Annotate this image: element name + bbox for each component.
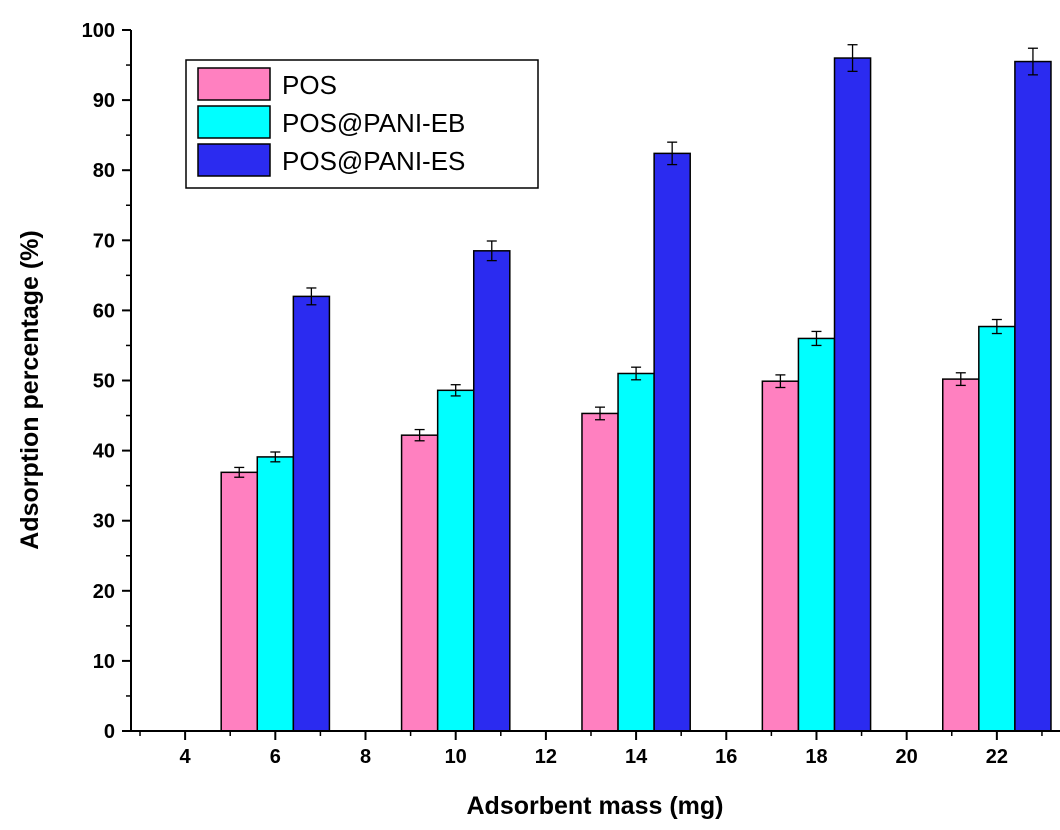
bar — [653, 152, 691, 732]
bar — [978, 325, 1016, 732]
bar — [617, 372, 655, 732]
x-tick-label: 14 — [625, 746, 648, 768]
bar — [256, 456, 295, 732]
legend-swatch — [197, 67, 271, 101]
axes-layer: 0 10 20 30 40 50 60 70 80 90 100 4 6 8 10 12 14 16 18 20 22 — [82, 20, 1060, 768]
legend: POS POS@PANI-EB POS@PANI-ES — [185, 59, 539, 189]
bar — [1014, 60, 1052, 732]
y-tick-label: 100 — [82, 20, 115, 42]
legend-label: POS@PANI-EB — [282, 108, 465, 138]
y-tick-label: 40 — [93, 441, 115, 463]
y-tick-label: 60 — [93, 300, 115, 322]
y-tick-label: 70 — [93, 230, 115, 252]
bar — [400, 434, 439, 732]
y-tick-label: 20 — [93, 581, 115, 603]
y-tick-label: 80 — [93, 160, 115, 182]
x-tick-label: 4 — [180, 746, 192, 768]
x-tick-label: 6 — [270, 746, 281, 768]
x-tick-label: 20 — [896, 746, 918, 768]
legend-swatch — [197, 105, 271, 139]
y-tick-label: 10 — [93, 651, 115, 673]
bar — [941, 378, 980, 732]
x-tick-label: 12 — [535, 746, 557, 768]
y-tick-label: 30 — [93, 511, 115, 533]
x-axis-title: Adsorbent mass (mg) — [467, 792, 724, 820]
bar — [833, 57, 872, 732]
legend-swatch — [197, 143, 271, 177]
bars-layer — [220, 44, 1052, 732]
bar — [472, 250, 511, 732]
x-tick-label: 10 — [445, 746, 467, 768]
x-tick-label: 22 — [986, 746, 1008, 768]
legend-label: POS@PANI-ES — [282, 146, 465, 176]
legend-label: POS — [282, 70, 337, 100]
y-axis-title: Adsorption percentage (%) — [16, 230, 44, 549]
bar — [581, 412, 619, 732]
y-tick-label: 50 — [93, 371, 115, 393]
y-tick-label: 90 — [93, 90, 115, 112]
x-tick-label: 18 — [805, 746, 827, 768]
bar — [761, 380, 800, 732]
x-tick-label: 16 — [715, 746, 737, 768]
bar — [436, 389, 475, 732]
bar — [292, 295, 331, 732]
bar — [220, 471, 259, 732]
bar — [797, 337, 836, 732]
y-tick-label: 0 — [104, 721, 115, 743]
x-tick-label: 8 — [360, 746, 371, 768]
